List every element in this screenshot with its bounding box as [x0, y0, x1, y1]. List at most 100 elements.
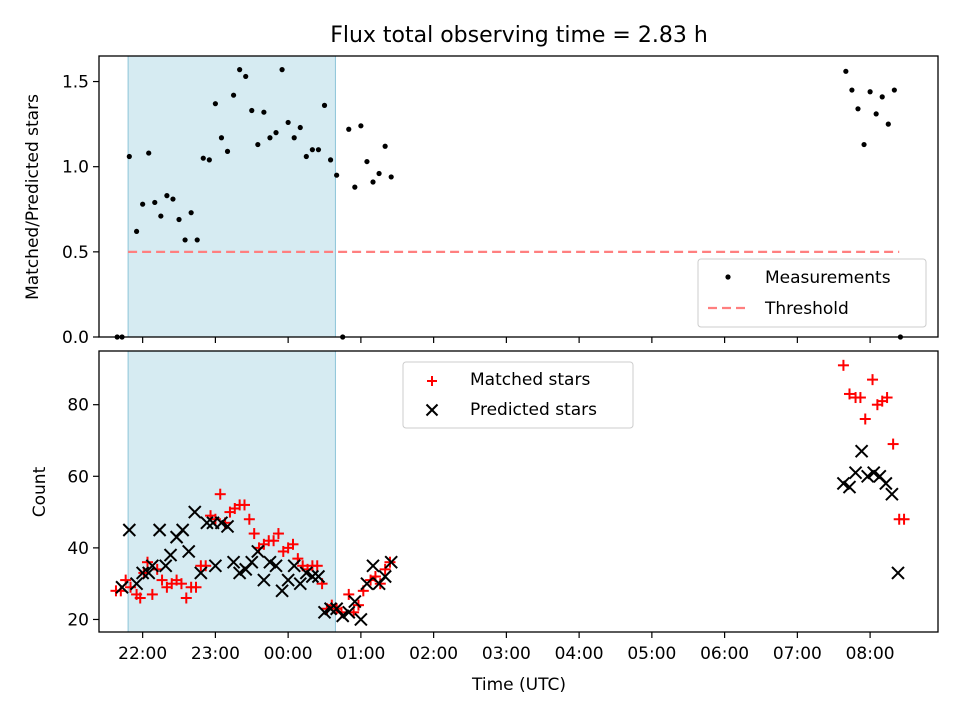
predicted-star-point-42	[366, 559, 380, 573]
measurement-point-52	[879, 94, 885, 100]
measurement-point-16	[212, 101, 218, 107]
matched-star-point-27	[238, 499, 250, 511]
measurement-point-17	[218, 135, 225, 141]
x-tick-label-5: 03:00	[482, 644, 531, 664]
measurement-point-38	[346, 126, 352, 132]
predicted-star-point-10	[175, 523, 190, 537]
x-axis-label: Time (UTC)	[471, 675, 566, 695]
matched-star-point-15	[180, 592, 192, 604]
matched-star-point-34	[272, 528, 284, 540]
predicted-star-point-13	[194, 566, 208, 580]
predicted-star-point-37	[335, 609, 350, 623]
measurement-point-51	[873, 111, 879, 117]
measurement-point-36	[334, 172, 340, 178]
predicted-star-point-54	[885, 487, 899, 501]
legend-frame-top	[697, 258, 927, 328]
legend-top: Measurements Threshold	[697, 258, 927, 328]
predicted-star-point-46	[836, 476, 851, 491]
measurement-point-27	[279, 67, 285, 73]
measurement-point-7	[158, 213, 164, 219]
predicted-star-point-40	[354, 612, 368, 627]
measurement-point-54	[891, 87, 897, 93]
x-tick-label-9: 07:00	[773, 644, 822, 664]
measurement-point-33	[315, 147, 322, 153]
predicted-star-point-29	[287, 559, 301, 573]
predicted-star-point-31	[299, 566, 314, 580]
predicted-star-point-45	[384, 555, 398, 569]
plot-frame-bottom	[98, 350, 939, 633]
predicted-star-point-24	[257, 573, 271, 587]
shaded-interval-top	[127, 55, 336, 338]
predicted-star-point-7	[158, 559, 173, 573]
predicted-star-point-2	[129, 576, 144, 591]
predicted-star-point-12	[188, 505, 202, 519]
y-axis-ticks-top: 0.0 0.5 1.0 1.5	[62, 73, 99, 348]
predicted-star-point-38	[342, 605, 356, 620]
measurement-point-22	[249, 107, 255, 114]
measurement-point-24	[261, 109, 267, 115]
measurement-point-25	[267, 135, 273, 141]
matched-star-point-14	[175, 578, 187, 590]
predicted-star-point-0	[115, 580, 129, 594]
measurement-point-47	[849, 87, 855, 93]
measurement-point-21	[243, 73, 249, 80]
measurement-point-8	[164, 193, 170, 199]
measurement-point-26	[273, 130, 279, 136]
predicted-star-point-26	[269, 559, 283, 573]
measurement-point-46	[843, 68, 849, 74]
shaded-interval-bottom	[127, 350, 336, 633]
measurement-point-13	[194, 237, 200, 243]
x-tick-label-8: 06:00	[700, 644, 749, 664]
measurement-point-30	[297, 124, 303, 131]
predicted-star-point-20	[232, 566, 247, 580]
matched-star-point-68	[898, 513, 910, 525]
measurement-point-2	[126, 153, 132, 160]
y-tick-label-1: 0.5	[62, 243, 89, 263]
y-axis-label-top: Matched/Predicted stars	[23, 94, 43, 300]
predicted-star-point-44	[378, 569, 392, 584]
matched-star-point-28	[243, 513, 255, 525]
predicted-star-point-48	[848, 465, 863, 480]
matched-star-point-42	[311, 560, 323, 572]
x-axis-ticks-top	[142, 337, 871, 343]
matched-star-point-55	[379, 563, 391, 575]
predicted-star-point-34	[317, 605, 332, 620]
legend-measurements-label: Measurements	[765, 268, 891, 288]
matched-star-point-61	[859, 413, 871, 425]
measurement-point-5	[146, 150, 152, 156]
measurement-point-29	[291, 135, 297, 141]
measurement-point-49	[861, 141, 867, 148]
matched-star-point-10	[156, 574, 168, 586]
measurement-point-11	[182, 237, 188, 243]
matched-star-point-37	[287, 538, 299, 550]
chart-title: Flux total observing time = 2.83 h	[330, 23, 708, 48]
measurement-point-44	[382, 143, 388, 149]
predicted-star-point-6	[152, 523, 167, 537]
matched-star-point-17	[190, 581, 202, 593]
predicted-star-point-1	[122, 523, 137, 537]
y-tick-label-0: 20	[67, 610, 89, 630]
matched-star-point-22	[214, 488, 226, 500]
matched-star-point-62	[867, 374, 879, 386]
predicted-star-point-19	[226, 555, 241, 569]
x-tick-label-0: 22:00	[118, 644, 167, 664]
measurement-point-53	[885, 121, 891, 127]
panel-ratio: 0.0 0.5 1.0 1.5 Matched/Predicted stars Mea…	[23, 55, 939, 348]
predicted-star-point-16	[208, 559, 223, 573]
predicted-star-point-3	[135, 566, 150, 580]
x-tick-label-1: 23:00	[191, 644, 240, 664]
y-tick-label-3: 80	[67, 396, 89, 416]
legend-frame-bottom	[402, 361, 634, 429]
measurement-point-50	[867, 89, 873, 95]
measurement-point-6	[152, 199, 158, 206]
predicted-star-point-41	[360, 576, 374, 591]
predicted-star-point-50	[860, 469, 875, 483]
measurement-point-18	[224, 148, 231, 154]
predicted-star-point-27	[275, 584, 289, 598]
measurement-point-4	[140, 201, 146, 207]
x-tick-label-6: 04:00	[555, 644, 604, 664]
matched-stars-points	[110, 359, 910, 618]
matched-star-point-8	[146, 588, 158, 600]
matched-star-point-29	[248, 528, 260, 540]
